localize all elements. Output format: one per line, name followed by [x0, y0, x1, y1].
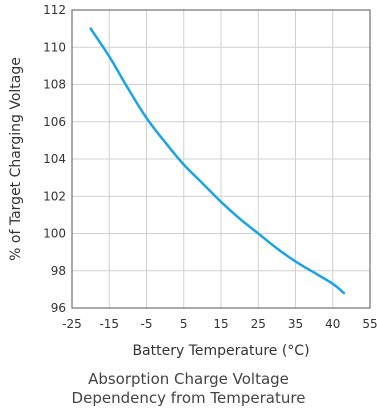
x-tick-label: 40	[325, 317, 340, 331]
y-tick-label: 110	[43, 40, 66, 54]
chart-subtitle: Dependency from Temperature	[71, 389, 306, 407]
x-tick-label: 15	[213, 317, 228, 331]
y-tick-label: 98	[51, 264, 66, 278]
x-tick-label: -25	[62, 317, 82, 331]
y-tick-label: 112	[43, 3, 66, 17]
y-tick-label: 104	[43, 152, 66, 166]
x-tick-label: 5	[180, 317, 188, 331]
y-axis-label: % of Target Charging Voltage	[8, 57, 24, 261]
x-tick-label: 55	[362, 317, 377, 331]
series-group	[89, 27, 346, 295]
plot-frame	[71, 9, 371, 309]
grid	[71, 9, 371, 309]
x-tick-label: 25	[251, 317, 266, 331]
y-tick-label: 96	[51, 301, 66, 315]
y-tick-label: 100	[43, 227, 66, 241]
x-tick-label: -5	[141, 317, 153, 331]
y-tick-label: 108	[43, 78, 66, 92]
y-tick-label: 102	[43, 189, 66, 203]
x-tick-label: 35	[288, 317, 303, 331]
x-tick-labels: -25 -15 -5 5 15 25 35 40 55	[62, 317, 377, 331]
chart-title: Absorption Charge Voltage	[88, 370, 289, 388]
y-tick-label: 106	[43, 115, 66, 129]
series-line	[89, 27, 346, 295]
x-tick-label: -15	[99, 317, 119, 331]
y-tick-labels: 96 98 100 102 104 106 108 110 112	[43, 3, 66, 315]
x-axis-label: Battery Temperature (°C)	[132, 343, 309, 359]
